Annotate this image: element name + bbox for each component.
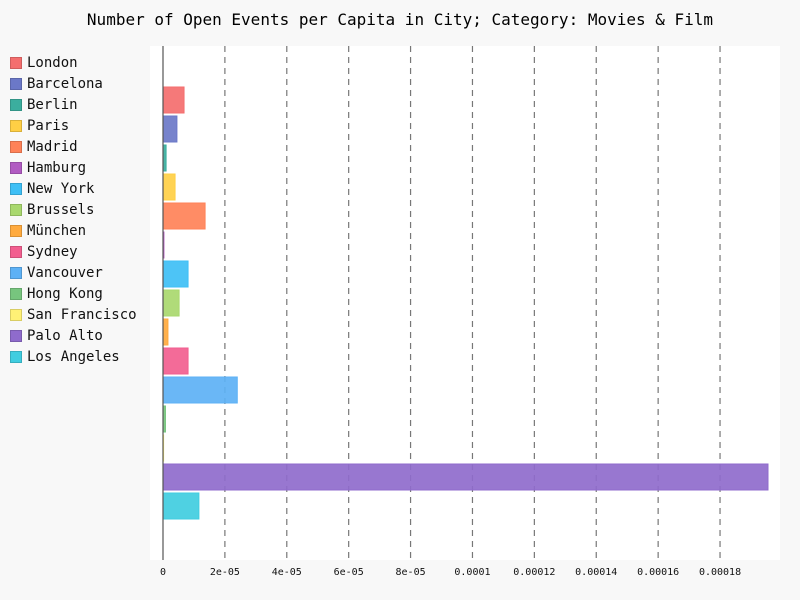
legend-swatch [10,350,22,363]
legend-swatch [10,56,22,69]
legend-label: Vancouver [27,264,103,281]
legend-item-san-francisco[interactable]: San Francisco [10,304,137,325]
legend-item-vancouver[interactable]: Vancouver [10,262,137,283]
legend-item-brussels[interactable]: Brussels [10,199,137,220]
bar-new-york[interactable] [162,260,189,288]
legend-swatch [10,308,22,321]
legend-item-sydney[interactable]: Sydney [10,241,137,262]
legend-swatch [10,98,22,111]
legend: London Barcelona Berlin Paris Madrid Hamburg N… [10,52,137,367]
legend-swatch [10,203,22,216]
legend-swatch [10,140,22,153]
x-tick-label: 0 [160,567,166,578]
bar-m-nchen[interactable] [162,318,169,346]
x-tick-label: 0.00014 [575,567,617,578]
legend-item-m-nchen[interactable]: München [10,220,137,241]
legend-item-paris[interactable]: Paris [10,115,137,136]
x-tick-label: 6e-05 [334,567,364,578]
legend-swatch [10,77,22,90]
legend-item-palo-alto[interactable]: Palo Alto [10,325,137,346]
legend-label: München [27,222,87,239]
legend-label: Brussels [27,201,95,218]
legend-item-madrid[interactable]: Madrid [10,136,137,157]
legend-label: New York [27,180,95,197]
legend-item-hamburg[interactable]: Hamburg [10,157,137,178]
legend-item-london[interactable]: London [10,52,137,73]
x-tick-label: 0.00012 [513,567,555,578]
bar-los-angeles[interactable] [162,492,200,520]
bar-vancouver[interactable] [162,376,238,404]
legend-label: Sydney [27,243,78,260]
legend-label: Hong Kong [27,285,103,302]
x-tick-label: 0.0001 [454,567,490,578]
legend-swatch [10,161,22,174]
legend-item-hong-kong[interactable]: Hong Kong [10,283,137,304]
bar-paris[interactable] [162,173,176,201]
legend-swatch [10,266,22,279]
chart-title: Number of Open Events per Capita in City… [86,10,714,29]
legend-item-new-york[interactable]: New York [10,178,137,199]
legend-label: Los Angeles [27,348,120,365]
legend-swatch [10,245,22,258]
bar-madrid[interactable] [162,202,206,230]
x-tick-label: 8e-05 [396,567,426,578]
bar-brussels[interactable] [162,289,180,317]
legend-label: Madrid [27,138,78,155]
bar-palo-alto[interactable] [162,463,769,491]
legend-label: Palo Alto [27,327,103,344]
legend-label: San Francisco [27,306,137,323]
legend-swatch [10,119,22,132]
legend-swatch [10,224,22,237]
legend-label: Berlin [27,96,78,113]
legend-label: Barcelona [27,75,103,92]
bar-sydney[interactable] [162,347,189,375]
legend-item-los-angeles[interactable]: Los Angeles [10,346,137,367]
x-tick-label: 0.00018 [699,567,741,578]
bar-london[interactable] [162,86,185,114]
legend-item-barcelona[interactable]: Barcelona [10,73,137,94]
legend-swatch [10,329,22,342]
x-tick-label: 4e-05 [272,567,302,578]
legend-label: London [27,54,78,71]
legend-label: Hamburg [27,159,87,176]
bar-barcelona[interactable] [162,115,178,143]
x-tick-label: 0.00016 [637,567,679,578]
legend-swatch [10,182,22,195]
legend-item-berlin[interactable]: Berlin [10,94,137,115]
x-tick-label: 2e-05 [210,567,240,578]
legend-label: Paris [27,117,70,134]
legend-swatch [10,287,22,300]
